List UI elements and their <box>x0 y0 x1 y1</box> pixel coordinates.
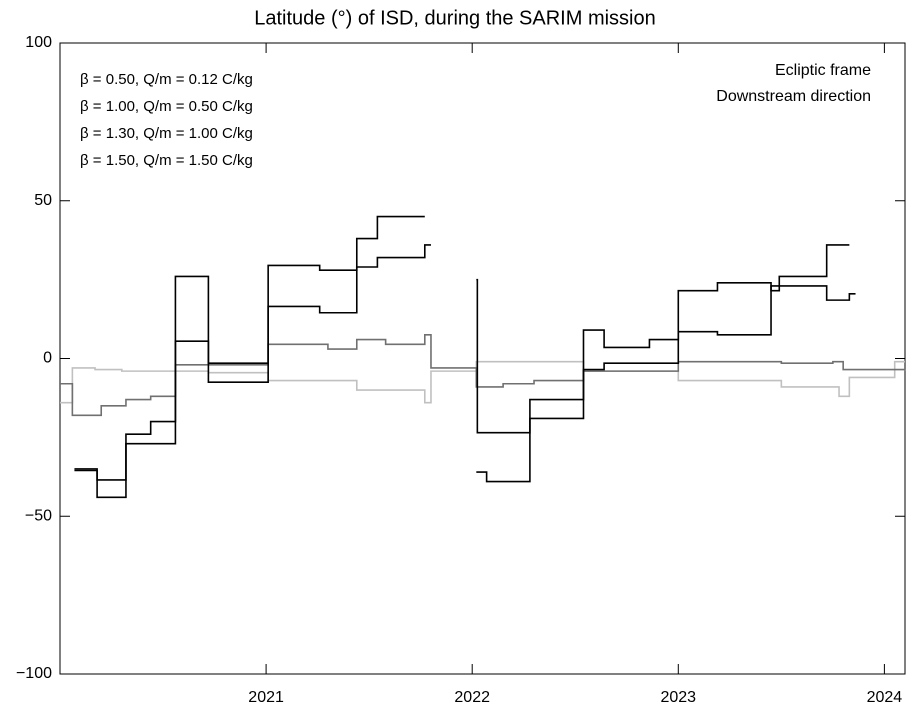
x-tick-label: 2023 <box>660 689 696 706</box>
y-tick-label: 50 <box>34 192 52 209</box>
y-tick-label: −50 <box>25 507 52 524</box>
y-tick-label: −100 <box>16 665 52 682</box>
chart-title: Latitude (°) of ISD, during the SARIM mi… <box>254 7 656 29</box>
series-line <box>476 244 850 434</box>
series-line <box>74 244 431 481</box>
series-line <box>60 360 905 404</box>
y-tick-label: 0 <box>43 350 52 367</box>
series-line <box>476 285 856 483</box>
series-line <box>60 334 906 417</box>
legend-entry: β = 1.00, Q/m = 0.50 C/kg <box>80 98 253 115</box>
legend-entry: β = 1.50, Q/m = 1.50 C/kg <box>80 152 253 169</box>
legend-entry: β = 0.50, Q/m = 0.12 C/kg <box>80 71 253 88</box>
x-tick-label: 2022 <box>454 689 490 706</box>
y-tick-label: 100 <box>25 34 52 51</box>
annotation: Ecliptic frame <box>775 62 871 79</box>
legend-entry: β = 1.30, Q/m = 1.00 C/kg <box>80 125 253 142</box>
annotation: Downstream direction <box>716 88 871 105</box>
x-tick-label: 2021 <box>248 689 284 706</box>
series-line <box>74 215 425 499</box>
x-tick-label: 2024 <box>867 689 903 706</box>
